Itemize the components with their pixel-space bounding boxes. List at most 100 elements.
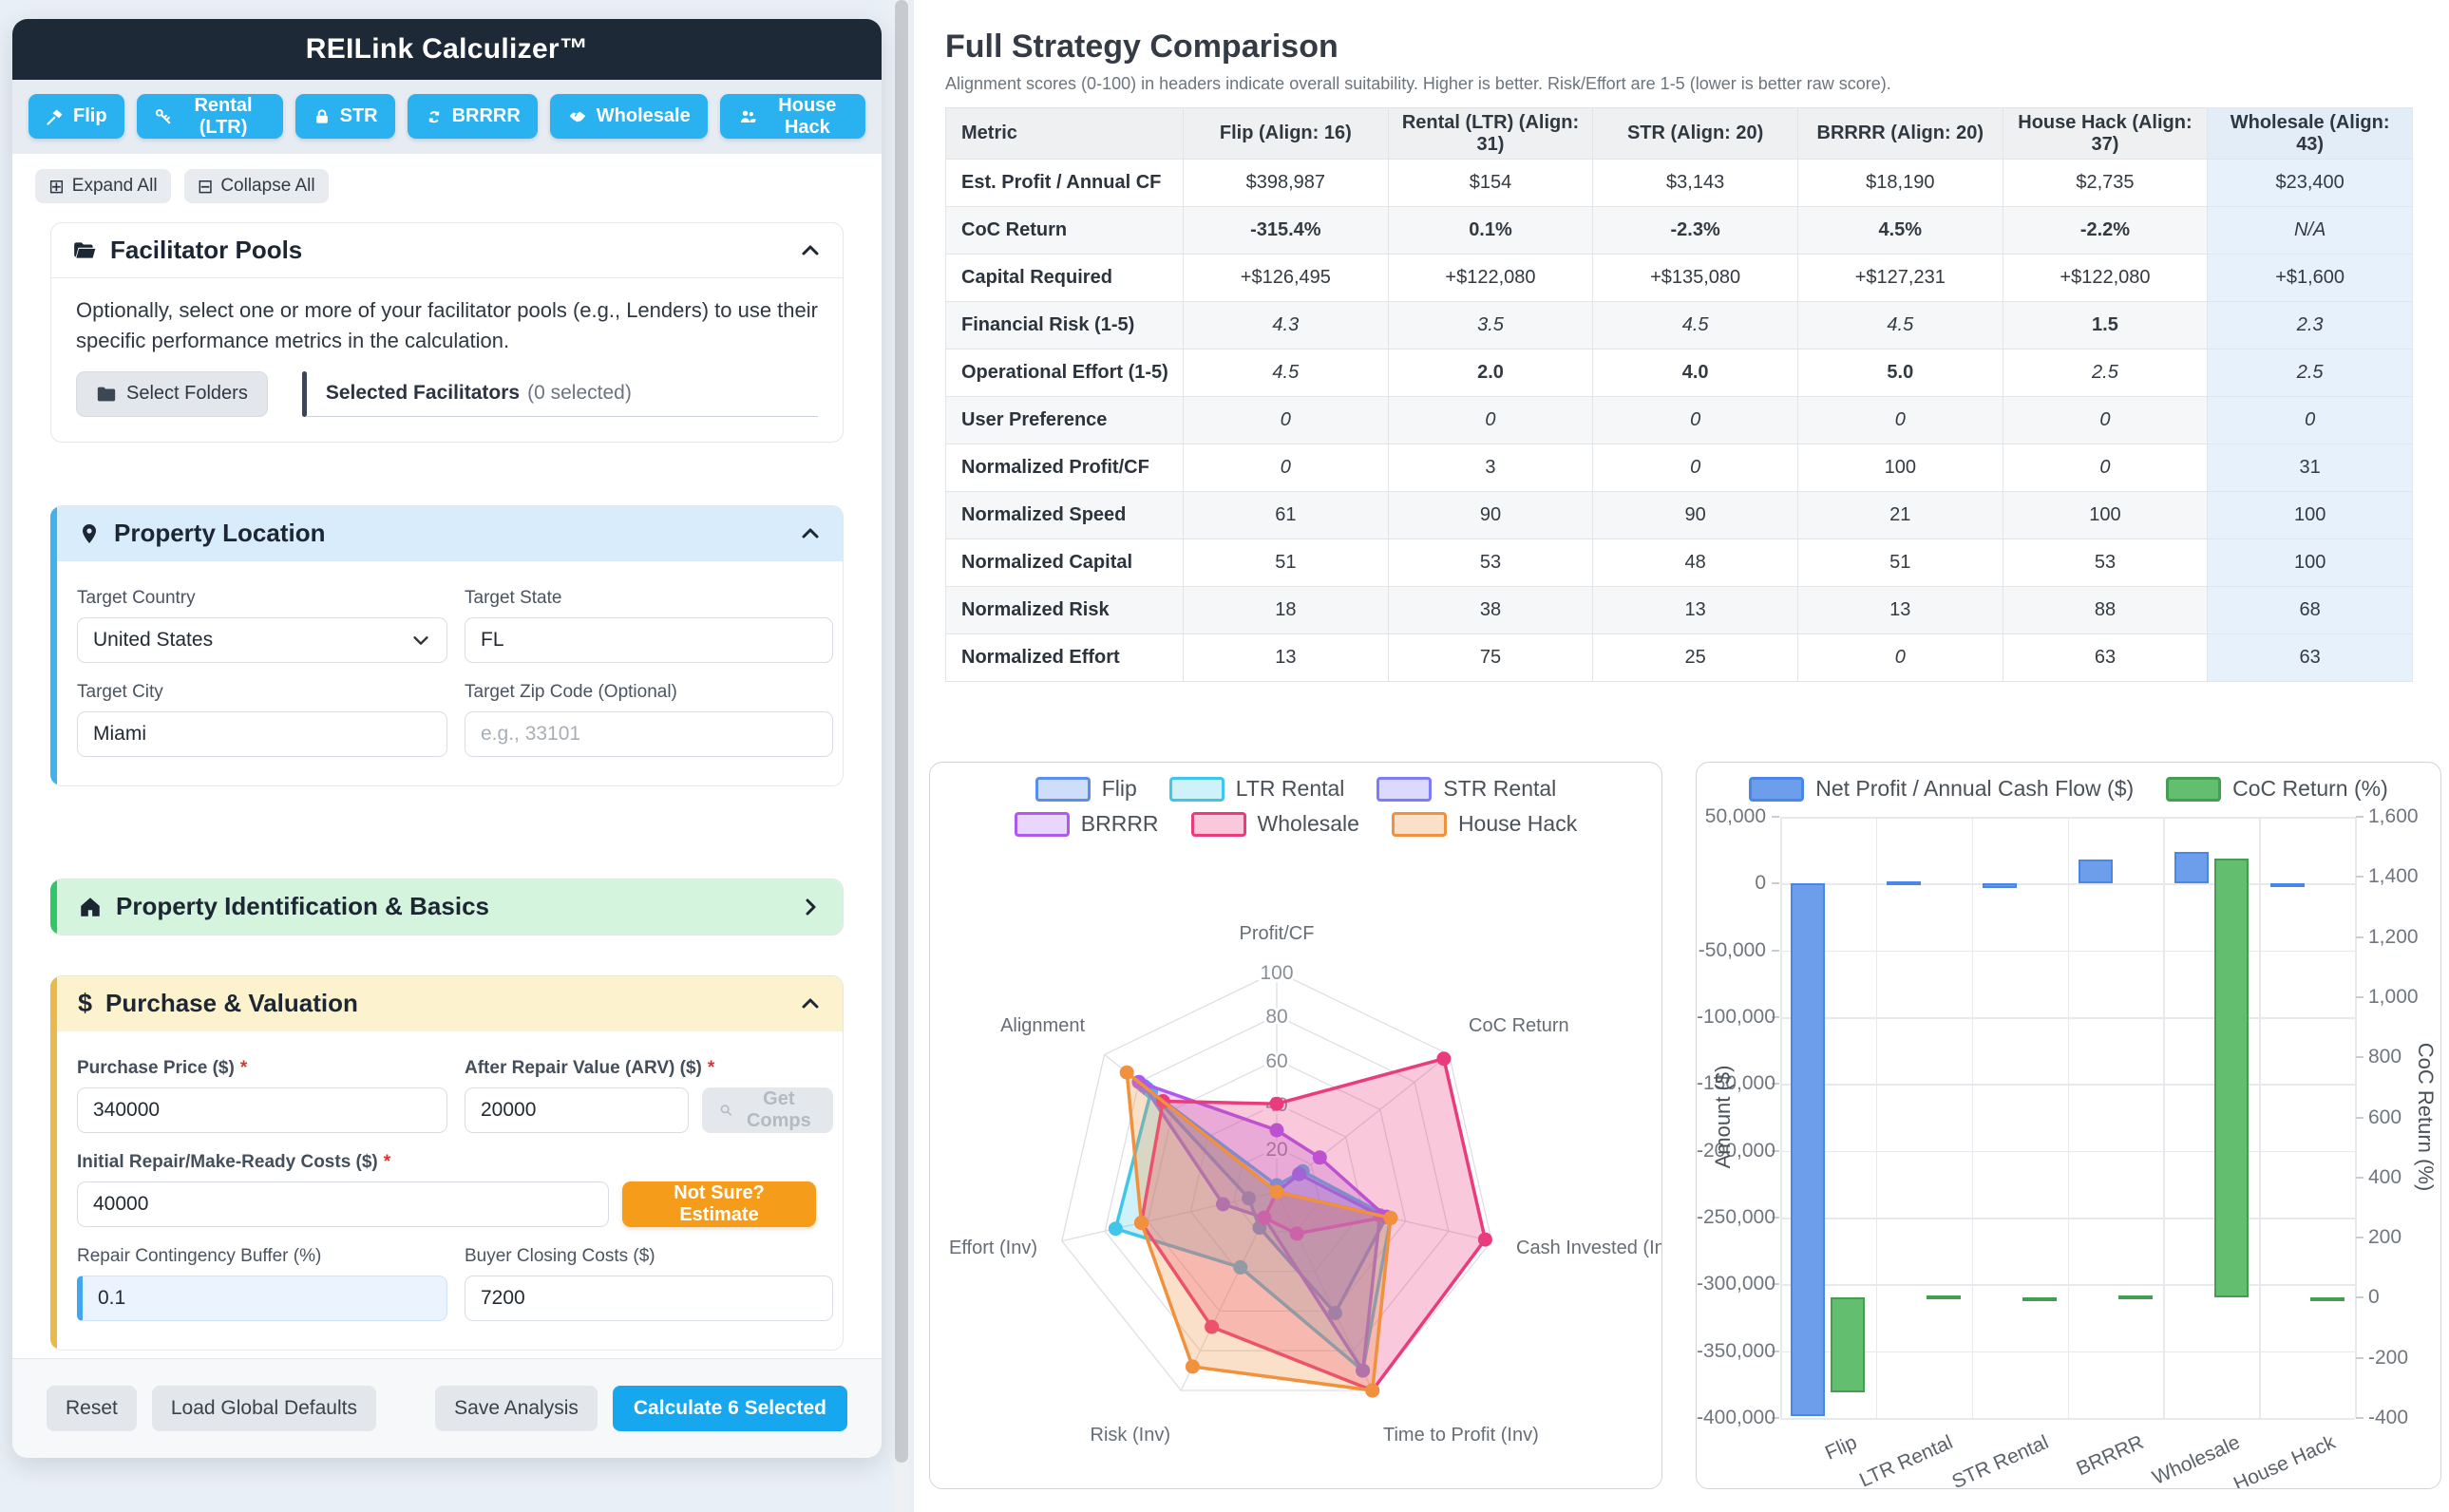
field-label: Target Zip Code (Optional) — [465, 681, 677, 702]
field-label: Buyer Closing Costs ($) — [465, 1245, 655, 1266]
table-row: Normalized Effort 13 75 25 0 63 63 — [945, 633, 2413, 682]
value-cell: 25 — [1592, 633, 1798, 682]
x-axis-label: Flip — [1821, 1431, 1860, 1465]
field-label: Target City — [77, 681, 163, 702]
legend-item[interactable]: STR Rental — [1376, 776, 1556, 802]
value-cell: N/A — [2207, 206, 2413, 255]
scrollbar-thumb[interactable] — [895, 0, 908, 1463]
value-cell: 38 — [1387, 586, 1594, 634]
table-row: Normalized Profit/CF 0 3 0 100 0 31 — [945, 444, 2413, 492]
svg-text:Cash Invested (Inv): Cash Invested (Inv) — [1516, 1238, 1662, 1258]
value-cell: 88 — [2002, 586, 2209, 634]
legend-item[interactable]: Flip — [1035, 776, 1137, 802]
estimate-button[interactable]: Not Sure? Estimate — [622, 1181, 816, 1227]
legend-item[interactable]: House Hack — [1391, 811, 1577, 837]
value-cell: 4.5 — [1183, 349, 1389, 397]
value-cell: 0 — [2002, 444, 2209, 492]
expand-all-button[interactable]: ⊞ Expand All — [35, 169, 171, 203]
value-cell: 53 — [1387, 539, 1594, 587]
value-cell: $23,400 — [2207, 159, 2413, 207]
legend-swatch — [1391, 811, 1447, 837]
legend-item[interactable]: Net Profit / Annual Cash Flow ($) — [1749, 776, 2134, 802]
value-cell: 0 — [2207, 396, 2413, 444]
lock-icon — [313, 107, 332, 126]
repair-costs-input[interactable] — [77, 1181, 610, 1227]
right-axis-tick: 1,600 — [2368, 805, 2419, 827]
purchase-price-input[interactable] — [77, 1087, 447, 1133]
left-axis-tick: -300,000 — [1697, 1273, 1775, 1295]
load-defaults-button[interactable]: Load Global Defaults — [151, 1386, 376, 1431]
selected-facilitators-count: (0 selected) — [527, 382, 632, 405]
field-label: Target Country — [77, 587, 196, 608]
strategy-button-brrrr[interactable]: BRRRR — [407, 94, 538, 139]
left-axis-tick: 50,000 — [1704, 805, 1766, 827]
value-cell: 2.3 — [2207, 301, 2413, 350]
legend-swatch — [1168, 776, 1224, 802]
value-cell: 0 — [1796, 633, 2003, 682]
target-city-input[interactable] — [77, 710, 447, 757]
property-location-header[interactable]: Property Location — [50, 505, 843, 561]
expand-all-label: Expand All — [71, 176, 158, 196]
metric-cell: Normalized Risk — [945, 586, 1184, 634]
select-folders-button[interactable]: Select Folders — [76, 370, 268, 417]
legend-item[interactable]: Wholesale — [1190, 811, 1359, 837]
value-cell: 4.5% — [1796, 206, 2003, 255]
calculate-button[interactable]: Calculate 6 Selected — [612, 1386, 847, 1431]
comparison-title: Full Strategy Comparison — [945, 28, 1338, 65]
arv-input[interactable] — [465, 1087, 689, 1133]
collapse-all-button[interactable]: ⊟ Collapse All — [183, 169, 329, 203]
strategy-button-row: Flip Rental (LTR) STR BRRRR Wholesale House H… — [12, 80, 882, 154]
field-label: Initial Repair/Make-Ready Costs ($) — [77, 1151, 378, 1172]
strategy-button-str[interactable]: STR — [294, 94, 395, 139]
right-axis-tick: 1,000 — [2368, 985, 2419, 1008]
value-cell: 2.0 — [1387, 349, 1594, 397]
closing-costs-input[interactable] — [465, 1275, 833, 1321]
target-state-input[interactable] — [465, 616, 833, 663]
chevron-up-icon — [802, 528, 819, 539]
target-zip-input[interactable] — [465, 710, 833, 757]
value-cell: 13 — [1183, 633, 1389, 682]
left-axis-tick: 0 — [1755, 872, 1766, 895]
property-basics-header[interactable]: Property Identification & Basics — [50, 879, 843, 935]
legend-label: LTR Rental — [1235, 776, 1345, 801]
contingency-buffer-input[interactable] — [77, 1275, 447, 1321]
radar-chart-card: Flip LTR Rental STR Rental BRRRR Wholesale Ho… — [929, 762, 1662, 1489]
get-comps-label: Get Comps — [746, 1087, 811, 1131]
metric-cell: Normalized Profit/CF — [945, 444, 1184, 492]
bar-chart-area: 50,000 0 -50,000 -100,000 -150,000 -200,000 -2… — [1697, 763, 2440, 1488]
required-marker: * — [383, 1151, 391, 1172]
column-header: Wholesale (Align: 43) — [2207, 107, 2413, 160]
value-cell: $2,735 — [2002, 159, 2209, 207]
legend-item[interactable]: LTR Rental — [1168, 776, 1345, 802]
strategy-button-house-hack[interactable]: House Hack — [719, 94, 865, 139]
vertical-scrollbar[interactable] — [894, 0, 909, 1512]
metric-cell: Normalized Capital — [945, 539, 1184, 587]
strategy-button-flip[interactable]: Flip — [28, 94, 124, 139]
value-cell: 100 — [2207, 539, 2413, 587]
strategy-button-rental-ltr[interactable]: Rental (LTR) — [136, 94, 283, 139]
right-axis-tick: 1,200 — [2368, 925, 2419, 948]
x-axis-label: LTR Rental — [1855, 1431, 1956, 1489]
value-cell: $154 — [1387, 159, 1594, 207]
strategy-button-wholesale[interactable]: Wholesale — [549, 94, 708, 139]
save-analysis-button[interactable]: Save Analysis — [435, 1386, 598, 1431]
facilitator-pools-header[interactable]: Facilitator Pools — [51, 223, 843, 278]
svg-text:80: 80 — [1265, 1006, 1287, 1028]
legend-item[interactable]: CoC Return (%) — [2166, 776, 2388, 802]
legend-item[interactable]: BRRRR — [1014, 811, 1159, 837]
value-cell: 0 — [1183, 396, 1389, 444]
value-cell: 0 — [1592, 396, 1798, 444]
value-cell: 48 — [1592, 539, 1798, 587]
purchase-valuation-header[interactable]: $ Purchase & Valuation — [50, 975, 843, 1031]
reset-button[interactable]: Reset — [47, 1386, 137, 1431]
value-cell: 21 — [1796, 491, 2003, 539]
purchase-valuation-body: Purchase Price ($)* After Repair Value (… — [50, 1030, 843, 1350]
metric-cell: Operational Effort (1-5) — [945, 349, 1184, 397]
handshake-icon — [567, 107, 588, 126]
target-country-select[interactable]: United States — [77, 616, 447, 663]
calculator-panel: REILink Calculizer™ Flip Rental (LTR) STR B… — [12, 19, 882, 1458]
get-comps-button[interactable]: Get Comps — [702, 1087, 833, 1133]
selected-facilitators: Selected Facilitators (0 selected) — [306, 371, 818, 417]
field-label: Purchase Price ($) — [77, 1057, 235, 1078]
right-axis-tick: 800 — [2368, 1046, 2402, 1068]
